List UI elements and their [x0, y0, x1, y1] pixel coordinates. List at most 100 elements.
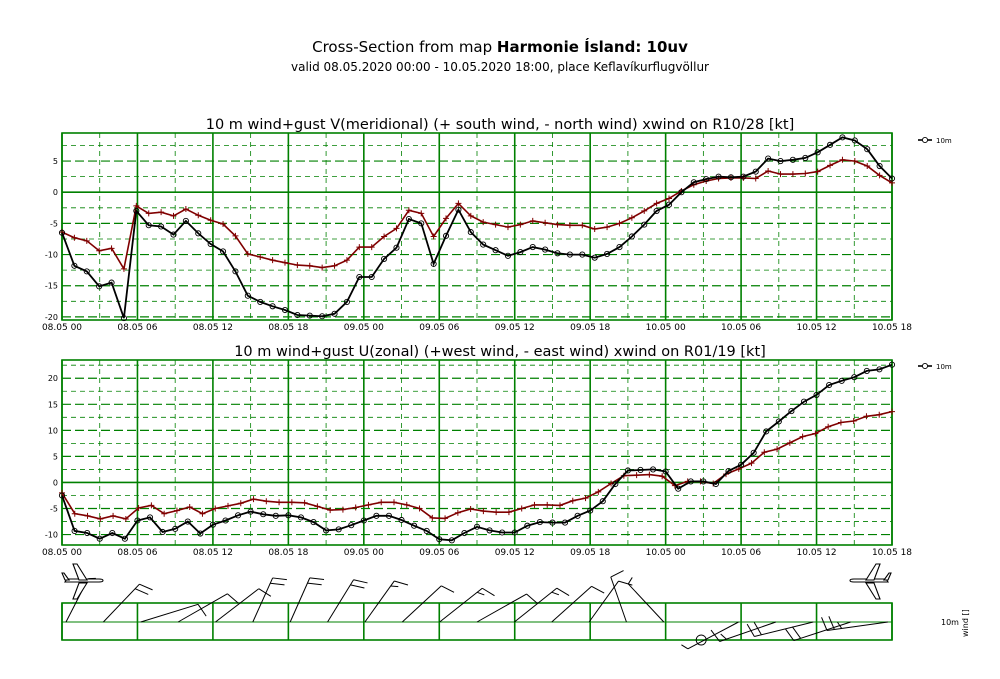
x-tick-label: 08.05 12: [193, 548, 233, 558]
series-point-gust: [135, 505, 142, 511]
series-point-main: [777, 157, 784, 165]
wind-barb-feather: [258, 588, 272, 597]
series-point-gust: [405, 207, 412, 214]
series-point-main: [511, 529, 518, 536]
wind-barb-feather: [746, 623, 755, 637]
barb-strip-label-10m: 10m: [941, 618, 959, 627]
x-tick-label: 08.05 06: [117, 323, 157, 333]
wind-barb-feather: [681, 644, 689, 650]
series-point-main: [813, 391, 820, 398]
series-point-main: [524, 522, 531, 529]
series-point-main: [285, 512, 292, 519]
series-point-main: [612, 480, 619, 488]
series-point-gust: [659, 473, 666, 480]
x-tick-label: 09.05 12: [495, 548, 535, 558]
series-point-main: [715, 173, 722, 180]
series-point-gust: [799, 433, 806, 440]
series-point-main: [121, 535, 128, 542]
series-point-main: [120, 315, 127, 322]
series-point-gust: [812, 430, 819, 437]
wind-barb-staff: [627, 583, 665, 623]
series-point-gust: [314, 503, 321, 510]
series-point-main: [561, 519, 569, 526]
wind-barb-staff: [215, 588, 260, 623]
wind-barb-feather: [394, 580, 409, 586]
series-point-gust: [837, 419, 844, 426]
series-point-main: [348, 522, 355, 529]
series-point-gust: [876, 411, 883, 418]
wind-barb-staff: [289, 577, 311, 623]
series-point-main: [272, 512, 279, 519]
x-tick-label: 09.05 06: [419, 548, 459, 558]
x-tick-label: 10.05 00: [646, 323, 686, 333]
series-point-main: [604, 250, 611, 257]
series-point-main: [738, 461, 745, 468]
series-point-gust: [416, 505, 423, 512]
airplane-tail: [61, 572, 71, 581]
airplane-icon: [849, 563, 892, 600]
series-point-main: [343, 298, 350, 305]
legend-marker: [921, 362, 929, 370]
series-point-gust: [161, 510, 168, 517]
x-tick-label: 10.05 12: [797, 548, 837, 558]
series-point-gust: [148, 502, 155, 509]
series-point-main: [195, 230, 202, 237]
series-point-main: [579, 251, 586, 258]
series-point-main: [876, 162, 883, 170]
series-point-gust: [327, 507, 334, 514]
x-tick-label: 09.05 00: [344, 323, 384, 333]
series-point-main: [740, 173, 747, 180]
series-point-gust: [84, 512, 91, 519]
series-point-main: [700, 478, 707, 485]
series-point-gust: [493, 509, 500, 516]
series-point-gust: [505, 509, 512, 516]
wind-barb-feather: [350, 584, 365, 589]
series-point-gust: [646, 471, 653, 478]
series-point-main: [430, 260, 437, 267]
series-point-gust: [889, 408, 895, 415]
series-point-main: [888, 175, 896, 182]
wind-barb-feather: [618, 580, 633, 586]
series-point-main: [727, 174, 735, 181]
panel-title: 10 m wind+gust V(meridional) (+ south wi…: [206, 117, 794, 133]
series-point-gust: [368, 244, 375, 251]
y-tick-label: -10: [45, 531, 58, 540]
wind-barb-staff: [439, 587, 483, 623]
wind-barb-feather: [791, 626, 802, 639]
x-tick-label: 10.05 06: [721, 548, 761, 558]
barb-strip-label-wind: wind []: [961, 609, 970, 637]
wind-barb-staff: [140, 603, 199, 623]
series-point-gust: [752, 175, 759, 182]
airplane-wings: [865, 563, 881, 600]
series-point-main: [549, 519, 556, 526]
y-tick-label: -5: [50, 505, 58, 514]
series-point-main: [687, 478, 694, 485]
series-point-main: [71, 527, 78, 534]
airplane-wings: [72, 563, 88, 600]
wind-barb-feather: [227, 593, 239, 604]
series-point-main: [616, 244, 623, 251]
series-point-main: [455, 206, 462, 213]
series-point-gust: [301, 499, 308, 506]
series-point-gust: [120, 265, 127, 272]
series-point-main: [297, 514, 304, 521]
series-point-main: [591, 254, 598, 261]
series-point-main: [269, 303, 276, 310]
series-point-main: [499, 529, 506, 536]
series-point-main: [222, 517, 229, 524]
airplane-icon: [61, 563, 104, 600]
series-point-main: [96, 283, 103, 290]
series-point-gust: [641, 207, 648, 214]
series-point-gust: [391, 499, 397, 506]
wind-barb-staff: [826, 621, 889, 631]
series-point-main: [712, 480, 719, 488]
series-point-gust: [108, 245, 115, 252]
wind-barb-feather: [556, 587, 570, 596]
series-point-main: [765, 155, 772, 162]
series-point-gust: [633, 472, 640, 479]
series-point-gust: [480, 508, 487, 515]
wind-barb-feather: [134, 588, 149, 595]
wind-barb-feather: [390, 585, 399, 588]
airplane-tail: [882, 572, 892, 581]
